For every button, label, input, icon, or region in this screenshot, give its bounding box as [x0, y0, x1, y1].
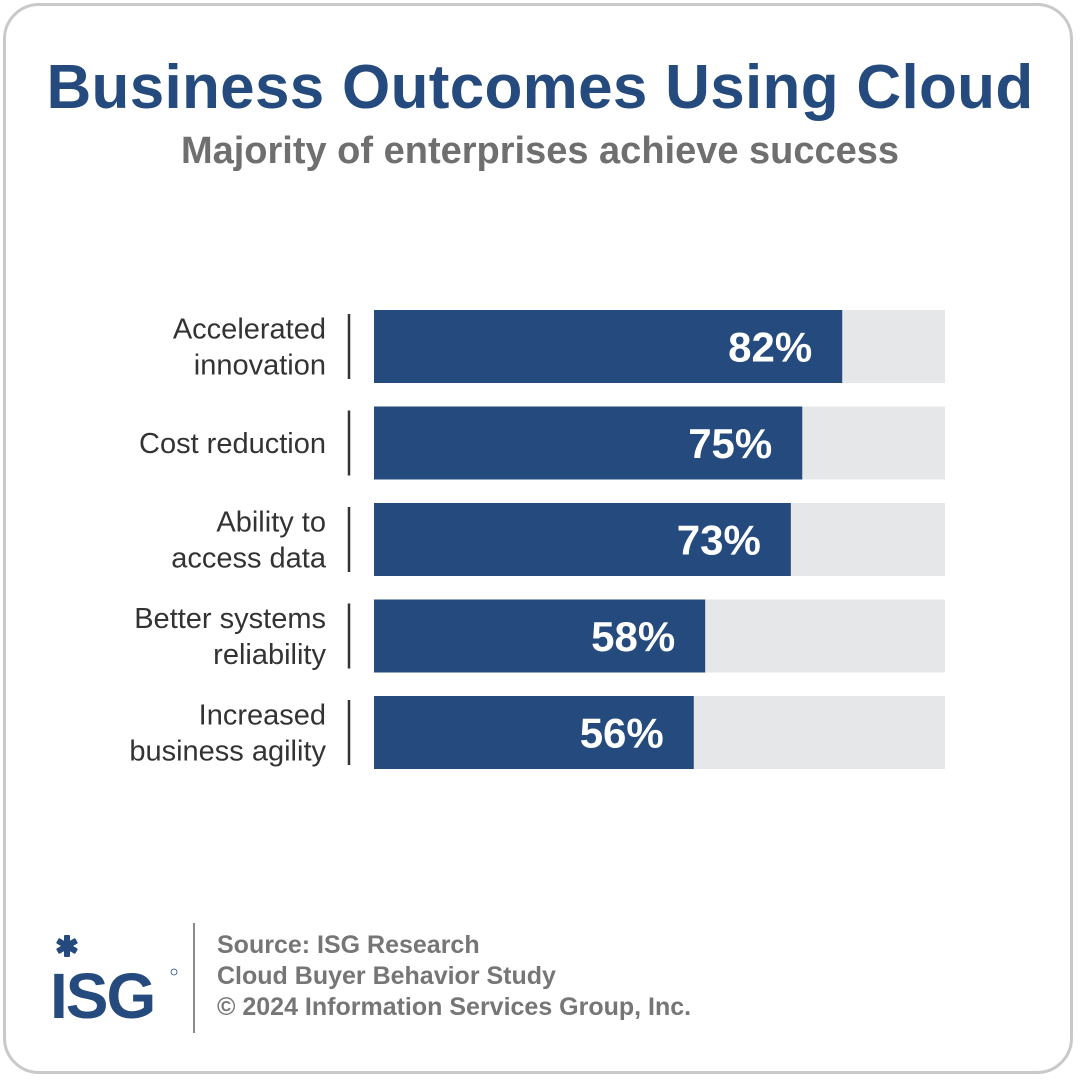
bar-value-label: 82% — [728, 324, 812, 371]
category-label: Better systems reliability — [134, 603, 326, 671]
source-line: © 2024 Information Services Group, Inc. — [217, 993, 692, 1021]
bar-value-label: 56% — [580, 710, 664, 757]
bar-3 — [374, 503, 791, 576]
category-label: Ability to access data — [171, 507, 327, 575]
source-line: Source: ISG Research — [217, 931, 480, 959]
asterisk-icon — [56, 935, 78, 957]
source-line: Cloud Buyer Behavior Study — [217, 962, 556, 990]
category-label: Accelerated innovation — [173, 314, 326, 382]
bar-value-label: 58% — [591, 613, 675, 660]
chart-subtitle: Majority of enterprises achieve success — [180, 130, 900, 172]
isg-logo: ISG — [50, 935, 178, 1025]
bar-5 — [374, 696, 694, 769]
bar-2 — [374, 406, 803, 480]
bar-4 — [374, 599, 706, 673]
bar-value-label: 73% — [677, 517, 761, 564]
bar-value-label: 75% — [688, 420, 772, 467]
chart-title: Business Outcomes Using Cloud — [46, 53, 1034, 122]
isg-logo-text: ISG — [50, 960, 154, 1025]
footer-divider — [193, 923, 195, 1033]
category-label: Cost reduction — [139, 428, 326, 460]
source-text: Source: ISG Research Cloud Buyer Behavio… — [217, 930, 691, 1023]
category-label: Increased business agility — [129, 700, 326, 768]
bar-1 — [374, 310, 843, 383]
